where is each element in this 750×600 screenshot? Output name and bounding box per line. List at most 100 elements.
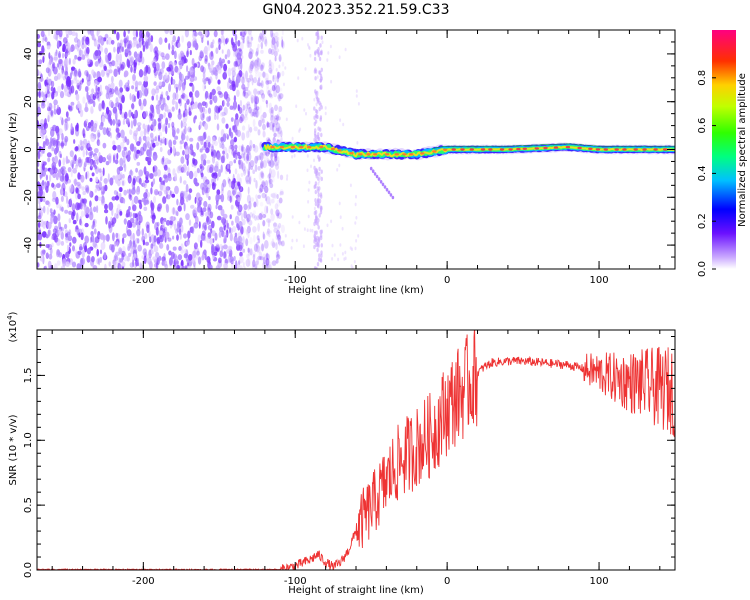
noise-blob bbox=[264, 186, 269, 194]
noise-blob bbox=[179, 233, 182, 240]
noise-blob bbox=[105, 106, 110, 115]
noise-blob bbox=[62, 76, 66, 81]
noise-blob bbox=[193, 177, 198, 185]
noise-blob bbox=[178, 165, 181, 171]
noise-blob bbox=[254, 66, 259, 74]
noise-blob bbox=[109, 177, 114, 186]
noise-blob bbox=[268, 67, 273, 73]
noise-blob bbox=[164, 263, 169, 269]
noise-blob bbox=[354, 202, 357, 207]
noise-blob bbox=[37, 169, 43, 176]
noise-blob bbox=[247, 186, 250, 195]
noise-blob bbox=[182, 164, 187, 173]
noise-blob bbox=[270, 193, 273, 198]
noise-blob bbox=[178, 246, 182, 251]
noise-blob bbox=[183, 253, 188, 259]
noise-blob bbox=[315, 39, 319, 45]
noise-blob bbox=[136, 229, 141, 237]
noise-blob bbox=[131, 94, 136, 103]
noise-blob bbox=[252, 77, 257, 84]
noise-blob bbox=[217, 79, 221, 85]
noise-blob bbox=[261, 172, 265, 179]
noise-blob bbox=[213, 30, 218, 38]
noise-blob bbox=[207, 62, 211, 67]
x-tick-label: -100 bbox=[284, 576, 307, 587]
noise-blob bbox=[350, 264, 353, 268]
noise-blob bbox=[47, 260, 52, 269]
noise-blob bbox=[100, 186, 106, 195]
noise-blob bbox=[249, 63, 254, 72]
x-tick-label: -200 bbox=[132, 275, 155, 286]
noise-blob bbox=[315, 102, 318, 107]
noise-blob bbox=[147, 150, 152, 158]
noise-blob bbox=[155, 226, 159, 236]
noise-blob bbox=[56, 104, 59, 109]
noise-blob bbox=[252, 169, 256, 175]
noise-blob bbox=[138, 199, 142, 204]
x-tick-label: 0 bbox=[444, 576, 450, 587]
noise-blob bbox=[278, 105, 283, 113]
noise-blob bbox=[160, 52, 165, 58]
noise-blob bbox=[150, 250, 154, 255]
noise-blob bbox=[234, 215, 240, 224]
noise-blob bbox=[121, 261, 126, 268]
noise-blob bbox=[248, 170, 251, 177]
noise-blob bbox=[179, 217, 183, 225]
noise-blob bbox=[249, 176, 252, 185]
noise-blob bbox=[298, 220, 301, 225]
noise-blob bbox=[129, 129, 133, 136]
noise-blob bbox=[316, 93, 319, 97]
noise-blob bbox=[98, 257, 101, 266]
noise-blob bbox=[46, 101, 50, 109]
noise-blob bbox=[216, 189, 221, 196]
noise-blob bbox=[253, 177, 256, 183]
noise-blob bbox=[119, 258, 123, 263]
noise-blob bbox=[172, 62, 177, 67]
noise-blob bbox=[97, 132, 101, 138]
noise-blob bbox=[41, 149, 45, 154]
noise-blob bbox=[57, 72, 61, 80]
noise-blob bbox=[276, 75, 280, 83]
noise-blob bbox=[256, 106, 260, 111]
noise-blob bbox=[124, 111, 128, 120]
noise-blob bbox=[247, 123, 250, 133]
noise-blob bbox=[48, 52, 51, 59]
noise-blob bbox=[141, 36, 144, 46]
noise-blob bbox=[155, 94, 159, 101]
noise-blob bbox=[244, 86, 249, 92]
noise-blob bbox=[252, 226, 257, 233]
noise-blob bbox=[70, 123, 73, 130]
noise-blob bbox=[106, 39, 109, 45]
noise-blob bbox=[149, 104, 154, 112]
noise-blob bbox=[159, 131, 163, 137]
noise-blob bbox=[141, 228, 144, 237]
noise-blob bbox=[249, 248, 253, 256]
noise-blob bbox=[253, 112, 257, 118]
noise-blob bbox=[100, 69, 105, 78]
noise-blob bbox=[249, 139, 253, 149]
noise-blob bbox=[183, 180, 187, 185]
noise-blob bbox=[182, 150, 185, 156]
noise-blob bbox=[115, 127, 120, 133]
noise-blob bbox=[269, 117, 272, 121]
noise-blob bbox=[60, 167, 64, 175]
noise-blob bbox=[217, 205, 223, 211]
signal-peak bbox=[460, 148, 465, 151]
noise-blob bbox=[243, 208, 246, 214]
noise-blob bbox=[356, 141, 359, 145]
noise-blob bbox=[187, 70, 191, 80]
noise-blob bbox=[208, 115, 211, 122]
signal-peak bbox=[337, 149, 342, 152]
noise-blob bbox=[62, 47, 65, 52]
noise-blob bbox=[257, 166, 261, 171]
noise-blob bbox=[317, 126, 320, 131]
noise-blob bbox=[118, 45, 123, 53]
noise-blob bbox=[158, 81, 163, 87]
noise-blob bbox=[250, 65, 254, 70]
noise-blob bbox=[91, 33, 95, 41]
noise-blob bbox=[62, 52, 65, 59]
noise-blob bbox=[85, 213, 89, 219]
noise-blob bbox=[90, 108, 94, 114]
noise-blob bbox=[156, 169, 161, 177]
noise-blob bbox=[56, 63, 60, 68]
